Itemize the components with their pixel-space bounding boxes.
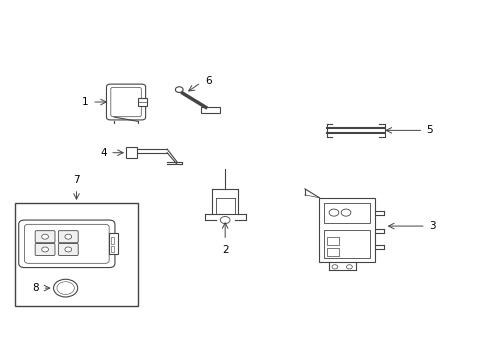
Bar (15, 203, 138, 306)
Circle shape (346, 265, 351, 269)
FancyBboxPatch shape (58, 231, 78, 243)
Circle shape (65, 247, 72, 252)
Bar (110, 246, 114, 252)
Circle shape (65, 234, 72, 239)
Text: 4: 4 (100, 148, 106, 158)
Circle shape (220, 216, 229, 224)
Text: 5: 5 (425, 125, 431, 135)
Text: 2: 2 (222, 244, 228, 255)
FancyBboxPatch shape (35, 231, 55, 243)
Circle shape (331, 265, 337, 269)
FancyBboxPatch shape (106, 84, 145, 120)
Bar (126, 147, 137, 158)
Circle shape (53, 279, 78, 297)
Circle shape (41, 234, 48, 239)
FancyBboxPatch shape (35, 243, 55, 256)
FancyBboxPatch shape (24, 224, 109, 263)
Text: 1: 1 (82, 97, 89, 107)
Circle shape (175, 87, 183, 93)
Circle shape (328, 209, 338, 216)
Bar (319, 198, 374, 261)
Text: 6: 6 (204, 76, 211, 86)
Bar (326, 237, 338, 244)
Bar (201, 107, 220, 113)
Bar (324, 203, 369, 222)
Text: 8: 8 (32, 283, 39, 293)
Circle shape (41, 247, 48, 252)
FancyBboxPatch shape (111, 87, 141, 117)
Circle shape (341, 209, 350, 216)
FancyBboxPatch shape (58, 243, 78, 256)
Bar (110, 238, 114, 244)
Bar (109, 233, 118, 255)
Bar (324, 230, 369, 258)
FancyBboxPatch shape (19, 220, 115, 267)
Bar (326, 248, 338, 256)
Text: 3: 3 (428, 221, 435, 231)
Circle shape (57, 282, 74, 294)
Text: 7: 7 (73, 175, 80, 185)
Bar (138, 98, 146, 106)
